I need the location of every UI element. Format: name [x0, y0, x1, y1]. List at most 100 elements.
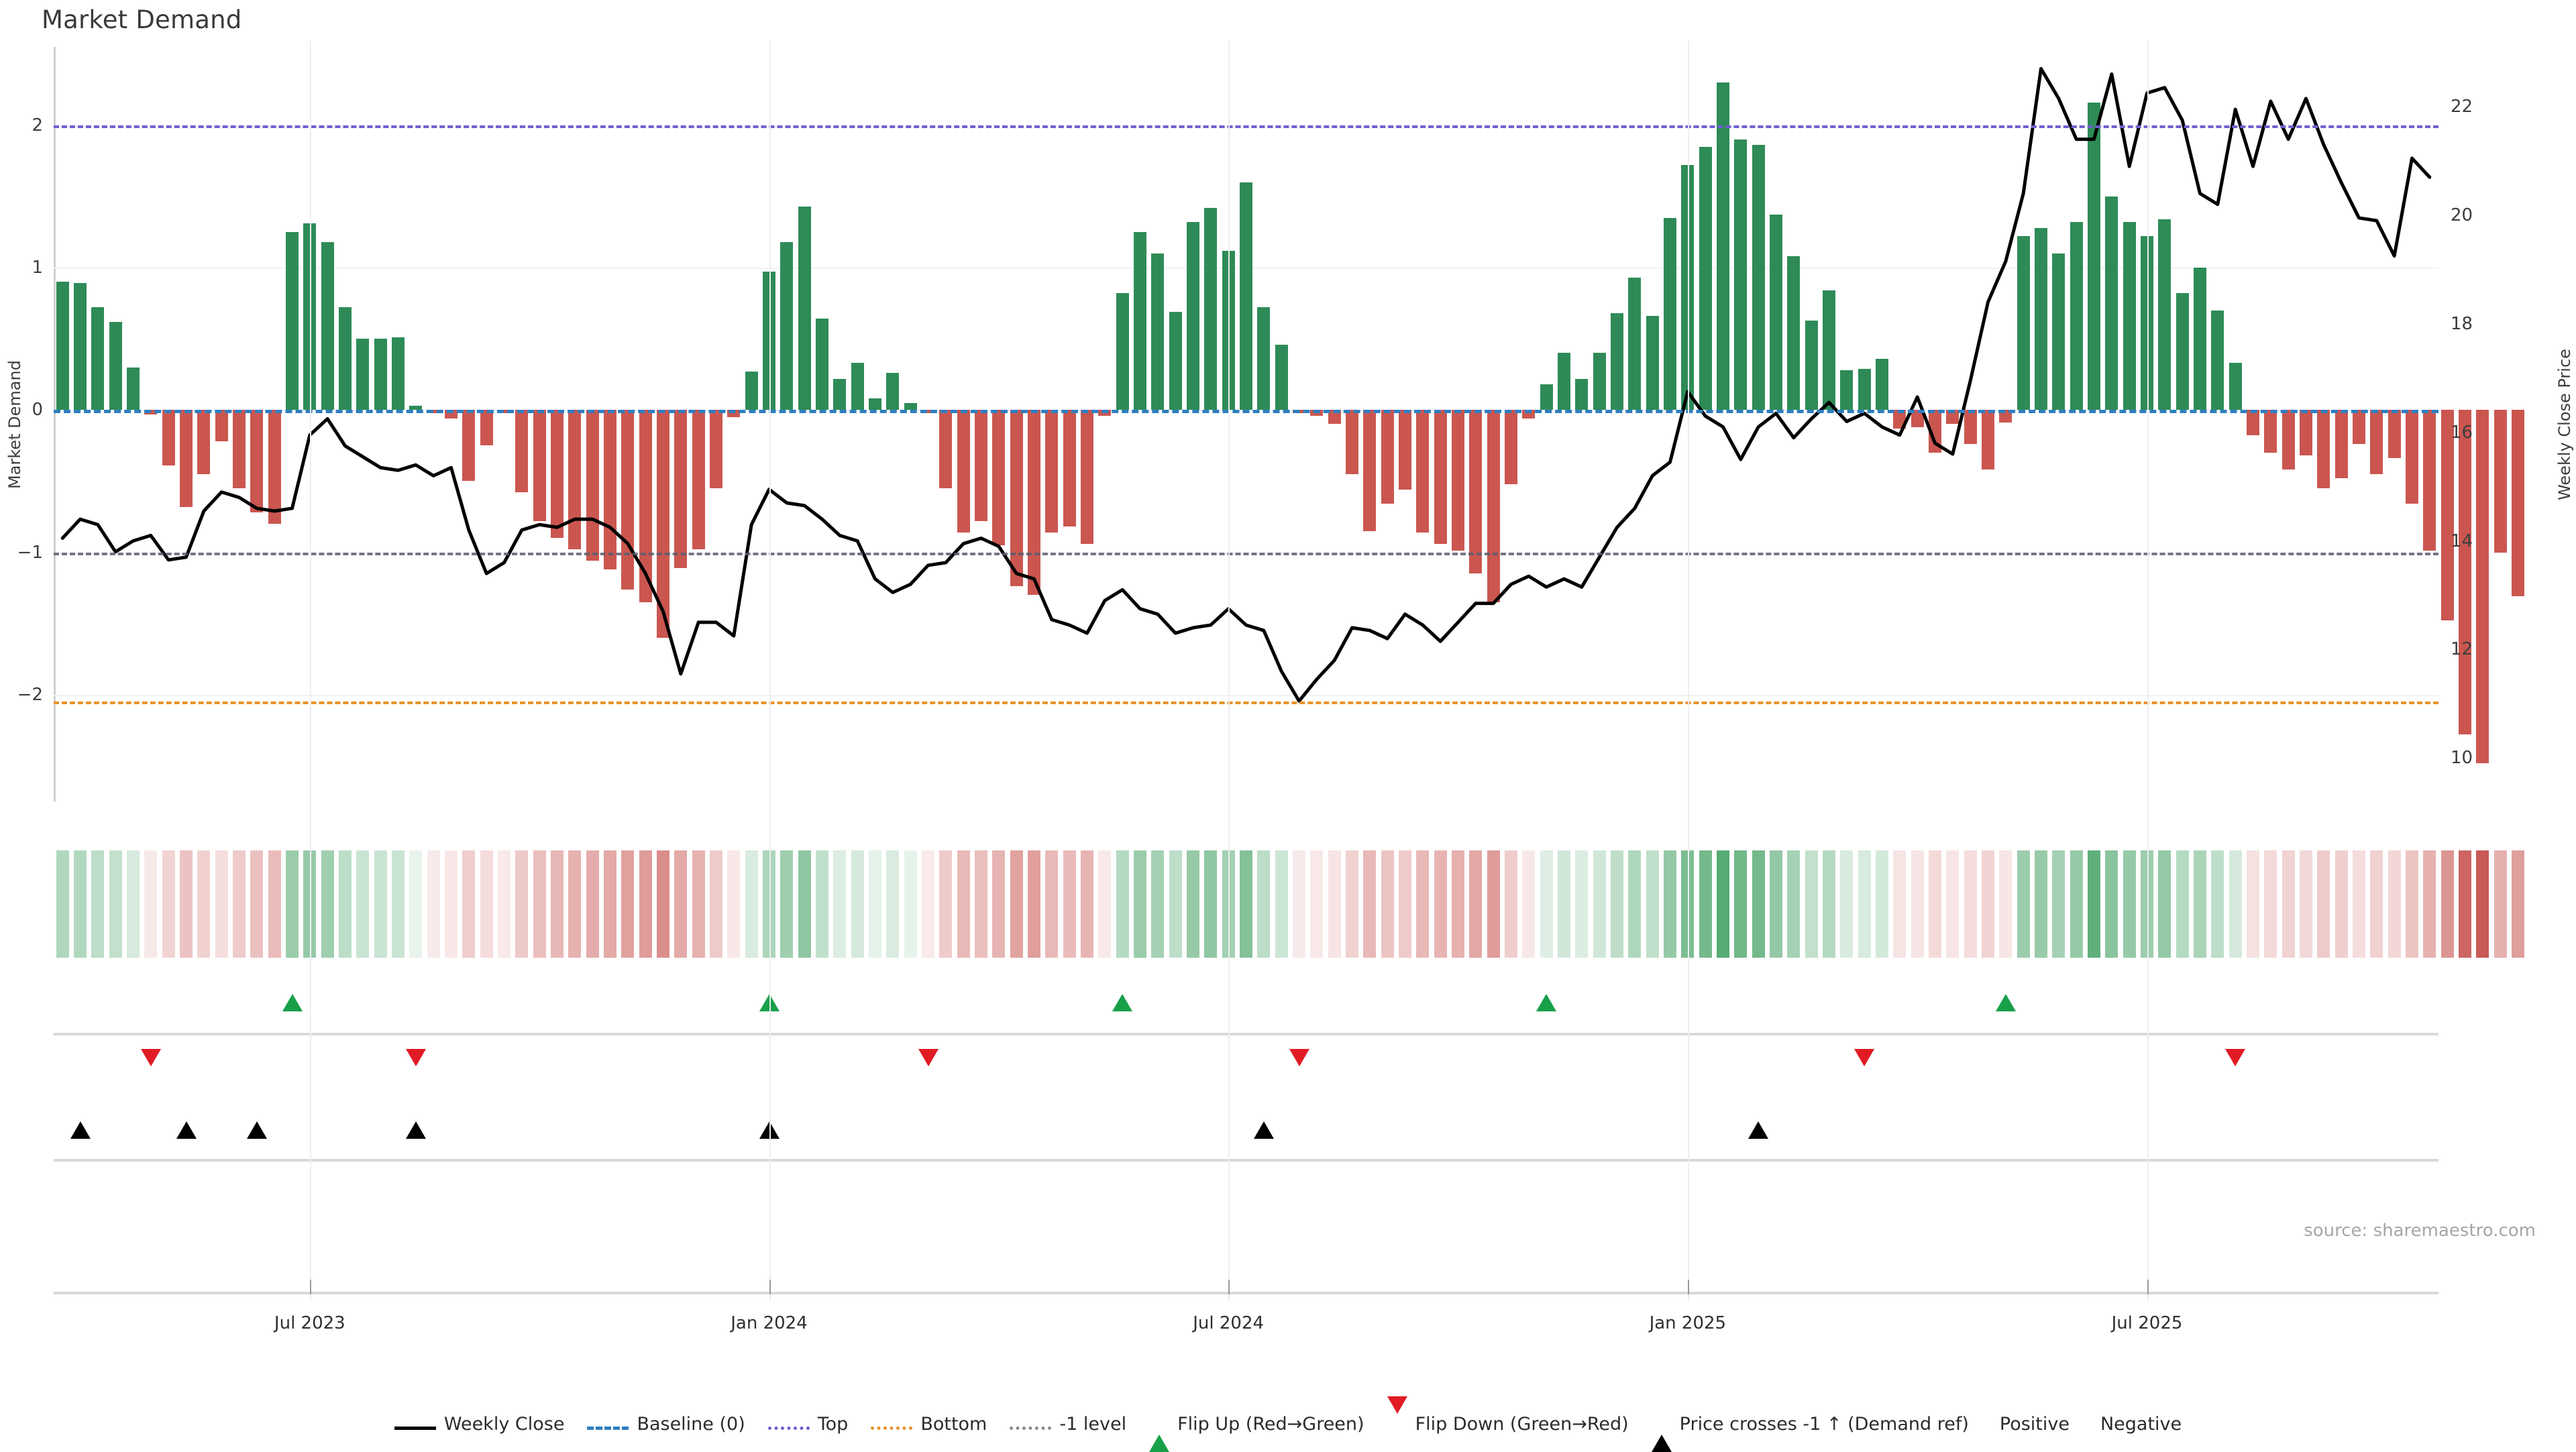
legend-label: Bottom [920, 1414, 987, 1435]
legend-item[interactable]: Positive [1992, 1414, 2070, 1435]
demand-bar [215, 410, 228, 441]
demand-bar [197, 410, 211, 474]
heatmap-cell [957, 850, 970, 958]
legend-label: Flip Down (Green→Red) [1415, 1414, 1629, 1435]
demand-bar [851, 363, 864, 410]
y-tick-right: 10 [2451, 748, 2473, 769]
x-axis: Jul 2023 Jan 2024 Jul 2024 Jan 2025 Jul 2025 [54, 40, 2438, 1333]
x-tick-mark [1228, 1280, 1230, 1294]
demand-bar [1381, 410, 1394, 504]
demand-bar [1116, 293, 1129, 410]
y-axis-line [54, 47, 56, 801]
top-reference-line [54, 125, 2438, 128]
heatmap-cell [1540, 850, 1553, 958]
y-tick-right: 16 [2451, 422, 2473, 443]
heatmap-cell [1310, 850, 1324, 958]
demand-bar [2317, 410, 2330, 488]
demand-bar [1734, 139, 1748, 410]
flip-down-marker-icon [918, 1049, 938, 1066]
demand-bar [286, 231, 299, 410]
heatmap-cell [427, 850, 440, 958]
heatmap-cell [1487, 850, 1500, 958]
legend-label: Positive [1999, 1414, 2070, 1435]
demand-bar [2440, 410, 2454, 621]
x-tick-label: Jan 2025 [1649, 1313, 1727, 1333]
x-tick-mark [1687, 1280, 1689, 1294]
page-title: Market Demand [42, 5, 242, 34]
heatmap-cell [2387, 850, 2401, 958]
legend-glyph [1149, 1414, 1170, 1452]
demand-bar [727, 410, 741, 417]
heatmap-cell [1116, 850, 1129, 958]
demand-bar [2229, 363, 2242, 410]
chart-legend: Weekly Close Baseline (0) Top Bottom -1 leve… [0, 1396, 2576, 1452]
heatmap-cell [1399, 850, 1411, 958]
heatmap-cell [321, 850, 334, 958]
heatmap-cell [1452, 850, 1464, 958]
legend-item[interactable]: Negative [2092, 1414, 2182, 1435]
x-gridline [1687, 40, 1689, 1301]
heatmap-cell [1664, 850, 1676, 958]
demand-bar [1240, 182, 1252, 410]
legend-item[interactable]: Baseline (0) [587, 1414, 745, 1435]
legend-item[interactable]: Top [767, 1414, 848, 1435]
heatmap-cell [1522, 850, 1536, 958]
demand-bar [2176, 293, 2189, 410]
heatmap-cell [445, 850, 458, 958]
heatmap-cell [1858, 850, 1871, 958]
heatmap-cell [692, 850, 705, 958]
demand-bar [939, 410, 953, 488]
demand-bar [1575, 378, 1589, 410]
demand-bar [1964, 410, 1977, 445]
legend-item[interactable]: Bottom [871, 1414, 987, 1435]
legend-item[interactable]: Price crosses -1 ↑ (Demand ref) [1651, 1414, 1969, 1452]
y-tick-right: 18 [2451, 313, 2473, 334]
demand-bar [2387, 410, 2401, 459]
heatmap-cell [1381, 850, 1394, 958]
heatmap-cell [1699, 850, 1712, 958]
demand-bar [1911, 410, 1924, 427]
demand-bar [2423, 410, 2436, 551]
demand-bar [1699, 146, 1712, 410]
demand-bar [1946, 410, 1960, 425]
demand-bar [1134, 231, 1146, 410]
demand-bar [869, 398, 881, 410]
demand-bar [2035, 227, 2047, 410]
demand-bar [1664, 217, 1676, 410]
heatmap-cell [1734, 850, 1748, 958]
heatmap-cell [303, 850, 317, 958]
demand-bar [2211, 310, 2224, 410]
heatmap-cell [1134, 850, 1146, 958]
legend-glyph [871, 1414, 913, 1435]
heatmap-cell [2317, 850, 2330, 958]
demand-bar [745, 371, 758, 410]
flip-down-marker-icon [140, 1049, 161, 1066]
heatmap-cell [462, 850, 476, 958]
legend-item[interactable]: Flip Down (Green→Red) [1387, 1396, 1629, 1435]
demand-bar [1787, 256, 1801, 410]
demand-bar [2105, 196, 2118, 410]
heatmap-cell [568, 850, 582, 958]
demand-bar [1876, 358, 1888, 410]
heatmap-cell [922, 850, 934, 958]
heatmap-cell [904, 850, 917, 958]
legend-label: Weekly Close [443, 1414, 565, 1435]
demand-bar [180, 410, 193, 507]
legend-item[interactable]: Flip Up (Red→Green) [1149, 1414, 1364, 1452]
demand-bar [374, 339, 387, 410]
heatmap-cell [2423, 850, 2436, 958]
demand-bar [1275, 344, 1288, 410]
heatmap-cell [1204, 850, 1218, 958]
legend-item[interactable]: -1 level [1010, 1414, 1126, 1435]
heatmap-cell [215, 850, 228, 958]
legend-item[interactable]: Weekly Close [394, 1414, 565, 1435]
demand-bar [1646, 316, 1659, 410]
x-axis-line [54, 1292, 2438, 1294]
x-tick-label: Jul 2023 [274, 1313, 345, 1333]
legend-label: -1 level [1059, 1414, 1127, 1435]
y-axis-right-label: Weekly Close Price [2555, 348, 2574, 500]
heatmap-cell [886, 850, 900, 958]
heatmap-cell [1558, 850, 1570, 958]
heatmap-cell [2123, 850, 2136, 958]
legend-glyph-icon [871, 1427, 913, 1430]
